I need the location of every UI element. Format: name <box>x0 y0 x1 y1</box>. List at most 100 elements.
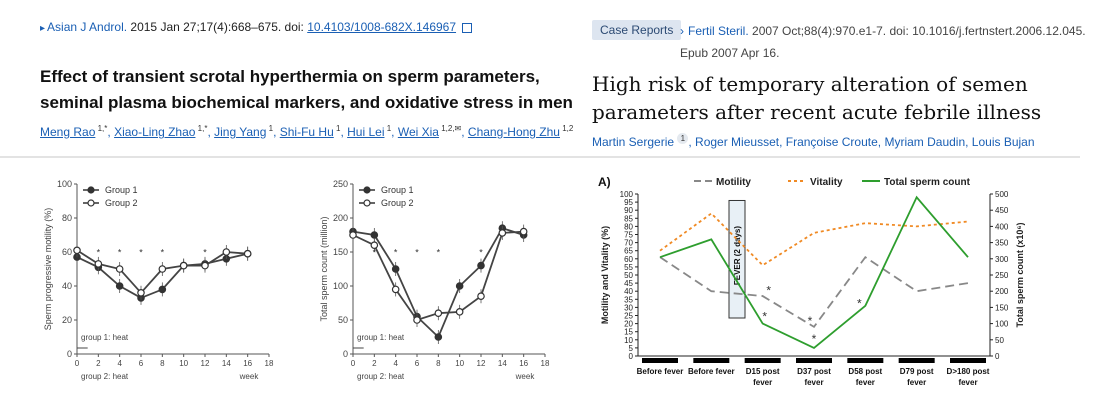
data-point <box>158 265 167 273</box>
y-axis-label: Total sperm count (million) <box>319 216 329 321</box>
timepoint-bar <box>693 358 730 363</box>
data-point <box>434 333 443 341</box>
right-citation-details: 2007 Oct;88(4):970.e1-7. doi: 10.1016/j.… <box>680 24 1086 60</box>
y-tick-label: 75 <box>624 231 633 240</box>
legend-label: Vitality <box>810 177 843 188</box>
x-tick-label: 8 <box>436 359 441 368</box>
data-point <box>137 289 145 297</box>
x-axis-label: week <box>515 372 536 381</box>
significance-mark: * <box>203 247 207 257</box>
x-tick-label: 0 <box>351 359 356 368</box>
left-citation: ▸ Asian J Androl. 2015 Jan 27;17(4):668–6… <box>40 20 473 34</box>
author-link[interactable]: Shi-Fu Hu <box>279 125 334 139</box>
x-tick-label: 14 <box>222 359 231 368</box>
y-tick-label: 25 <box>624 312 633 321</box>
legend-label: Group 1 <box>381 185 414 195</box>
x-tick-label: 4 <box>117 359 122 368</box>
first-author-link[interactable]: Martin Sergerie <box>592 135 678 149</box>
author-affiliation: 1,* <box>95 124 108 133</box>
timepoint-bar <box>950 358 986 363</box>
panel-label: A) <box>598 175 611 189</box>
y-tick-label: 50 <box>624 271 633 280</box>
y-tick-label: 65 <box>624 247 633 256</box>
significance-mark: * <box>139 247 143 257</box>
y2-axis-label: Total sperm count (x10⁶) <box>1015 223 1025 328</box>
y2-tick-label: 300 <box>995 255 1009 264</box>
external-link-icon[interactable] <box>462 22 473 33</box>
author-link[interactable]: Xiao-Ling Zhao <box>114 125 196 139</box>
x-tick-label: 16 <box>519 359 528 368</box>
category-label: D>180 post <box>947 367 990 376</box>
y2-tick-label: 250 <box>995 271 1009 280</box>
data-point <box>413 316 421 324</box>
y2-tick-label: 400 <box>995 222 1009 231</box>
significance-mark: * <box>437 247 441 257</box>
data-point <box>455 308 464 316</box>
category-label: fever <box>958 378 977 387</box>
chevron-right-icon: › <box>680 24 684 38</box>
data-point <box>158 285 167 294</box>
data-point <box>94 260 103 268</box>
y2-tick-label: 200 <box>995 287 1009 296</box>
legend-marker <box>87 186 95 194</box>
x-tick-label: 10 <box>455 359 464 368</box>
legend-label: Group 1 <box>105 185 138 195</box>
data-point <box>222 248 231 256</box>
author-link[interactable]: Wei Xia <box>397 125 439 139</box>
data-point <box>370 231 379 239</box>
author-affiliation: 1,2 <box>559 124 574 133</box>
y-axis-label: Sperm progressive motility (%) <box>43 208 53 331</box>
right-author-list[interactable]: Martin Sergerie 1, Roger Mieusset, Franç… <box>592 133 1035 149</box>
y-tick-label: 95 <box>624 198 633 207</box>
author-link[interactable]: Jing Yang <box>214 125 267 139</box>
legend-label: Group 2 <box>105 198 138 208</box>
category-label: Before fever <box>688 367 735 376</box>
legend-label: Group 2 <box>381 198 414 208</box>
heat-annotation-group2: group 2: heat <box>81 372 129 381</box>
significance-mark: * <box>808 314 813 328</box>
affiliation-badge[interactable]: 1 <box>677 133 689 144</box>
y-tick-label: 20 <box>62 315 72 325</box>
author-link[interactable]: Chang-Hong Zhu <box>467 125 560 139</box>
significance-mark: * <box>118 247 122 257</box>
category-label: fever <box>907 378 926 387</box>
significance-mark: * <box>479 247 483 257</box>
timepoint-bar <box>796 358 832 363</box>
y-tick-label: 150 <box>333 247 348 257</box>
heat-annotation: group 1: heat <box>357 333 405 342</box>
right-journal-link[interactable]: Fertil Steril. <box>688 24 749 38</box>
category-label: D15 post <box>746 367 780 376</box>
x-tick-label: 2 <box>96 359 101 368</box>
legend-marker <box>363 186 371 194</box>
header-divider <box>0 156 1080 158</box>
data-point <box>391 285 400 294</box>
y-tick-label: 5 <box>629 344 634 353</box>
y-tick-label: 60 <box>62 247 72 257</box>
author-affiliation: 1 <box>333 124 341 133</box>
left-journal-link[interactable]: Asian J Androl. <box>47 20 128 34</box>
y-tick-label: 55 <box>624 263 633 272</box>
other-authors[interactable]: , Roger Mieusset, Françoise Croute, Myri… <box>688 135 1035 149</box>
timepoint-bar <box>898 358 935 363</box>
series-line-motility <box>659 255 969 329</box>
author-affiliation: 1 <box>384 124 392 133</box>
y-tick-label: 100 <box>57 179 72 189</box>
expand-triangle-icon[interactable]: ▸ <box>40 23 46 34</box>
x-tick-label: 4 <box>393 359 398 368</box>
x-tick-label: 14 <box>498 359 507 368</box>
significance-mark: * <box>161 247 165 257</box>
left-doi-link[interactable]: 10.4103/1008-682X.146967 <box>307 20 457 34</box>
y2-tick-label: 500 <box>995 190 1009 199</box>
y2-tick-label: 50 <box>995 336 1004 345</box>
right-article-title[interactable]: High risk of temporary alteration of sem… <box>592 72 1042 124</box>
y-tick-label: 35 <box>624 295 633 304</box>
x-tick-label: 12 <box>201 359 210 368</box>
author-link[interactable]: Meng Rao <box>40 125 96 139</box>
author-affiliation: 1,* <box>195 124 208 133</box>
y-tick-label: 40 <box>62 281 72 291</box>
heat-annotation: group 1: heat <box>81 333 129 342</box>
category-label: D58 post <box>848 367 882 376</box>
data-point <box>455 282 464 290</box>
author-link[interactable]: Hui Lei <box>347 125 385 139</box>
left-article-title[interactable]: Effect of transient scrotal hyperthermia… <box>40 67 573 112</box>
